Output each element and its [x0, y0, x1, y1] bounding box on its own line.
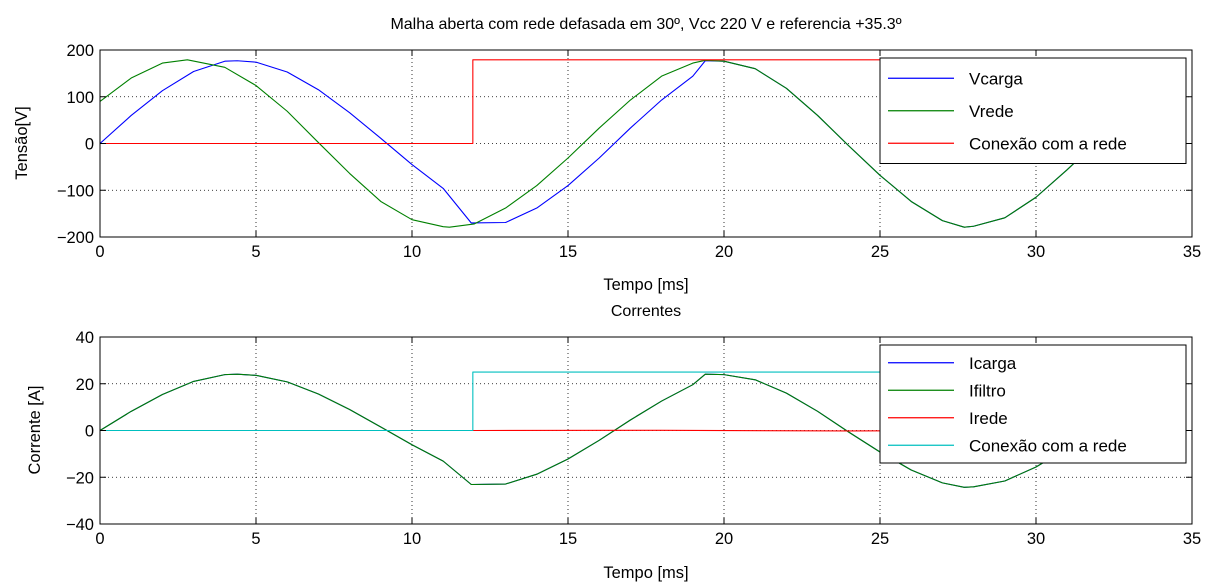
x-tick-label: 20 [715, 243, 733, 261]
legend-label: Ifiltro [969, 381, 1006, 400]
current-plot-title: Correntes [611, 303, 681, 320]
y-tick-label: −100 [57, 182, 94, 200]
x-tick-label: 25 [871, 530, 889, 548]
legend-label: Vrede [969, 102, 1014, 121]
voltage-plot: Malha aberta com rede defasada em 30º, V… [13, 16, 1201, 294]
y-tick-label: 100 [66, 89, 94, 107]
series-line [100, 371, 1139, 432]
series-line [99, 59, 1140, 228]
legend-box [879, 344, 1187, 464]
x-tick-label: 35 [1183, 243, 1201, 261]
voltage-plot-ylabel: Tensão[V] [13, 106, 31, 179]
x-tick-label: 20 [715, 530, 733, 548]
y-tick-label: 200 [66, 42, 94, 60]
x-tick-label: 30 [1027, 243, 1045, 261]
x-tick-label: 15 [559, 530, 577, 548]
legend-label: Icarga [969, 354, 1017, 373]
x-tick-label: 30 [1027, 530, 1045, 548]
voltage-plot-xlabel: Tempo [ms] [603, 276, 688, 294]
x-tick-label: 10 [403, 243, 421, 261]
x-tick-label: 0 [95, 243, 104, 261]
legend-label: Conexão com a rede [969, 436, 1127, 455]
x-tick-label: 15 [559, 243, 577, 261]
y-tick-label: 0 [85, 136, 94, 154]
x-tick-label: 10 [403, 530, 421, 548]
y-tick-label: 40 [76, 329, 94, 347]
legend-label: Vcarga [969, 69, 1023, 88]
y-tick-label: −200 [57, 229, 94, 247]
current-plot-xlabel: Tempo [ms] [603, 564, 688, 582]
x-tick-label: 5 [251, 243, 260, 261]
x-tick-label: 25 [871, 243, 889, 261]
x-tick-label: 5 [251, 530, 260, 548]
series-line [100, 59, 1139, 145]
y-tick-label: 0 [85, 423, 94, 441]
x-tick-label: 0 [95, 530, 104, 548]
voltage-plot-title: Malha aberta com rede defasada em 30º, V… [390, 16, 901, 33]
current-plot-ylabel: Corrente [A] [26, 386, 44, 475]
y-tick-label: 20 [76, 376, 94, 394]
y-tick-label: −40 [66, 516, 94, 534]
legend-label: Conexão com a rede [969, 134, 1127, 153]
legend-label: Irede [969, 409, 1008, 428]
x-tick-label: 35 [1183, 530, 1201, 548]
series-line [99, 373, 1140, 488]
y-tick-label: −20 [66, 469, 94, 487]
current-plot: Correntes Tempo [ms] Corrente [A] 0 5 10 15… [26, 303, 1201, 582]
